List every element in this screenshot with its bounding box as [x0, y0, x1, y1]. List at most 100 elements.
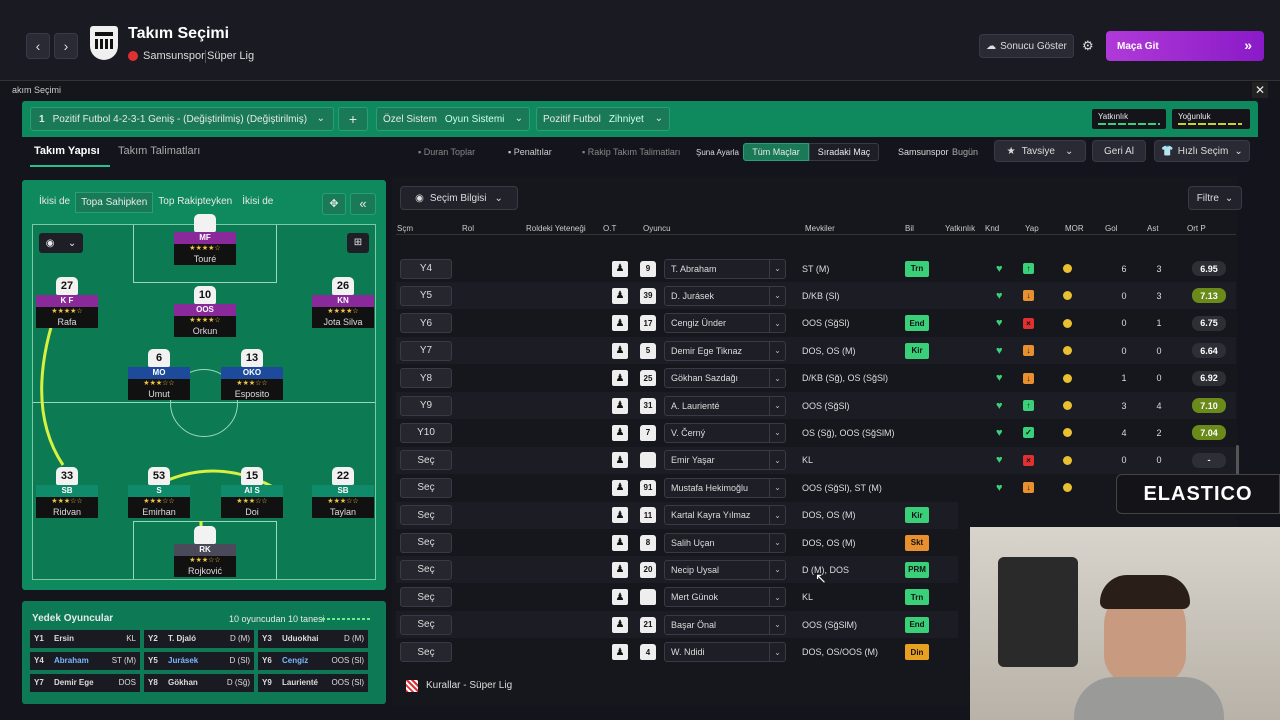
tactic-selector[interactable]: 1 Pozitif Futbol 4-2-3-1 Geniş - (Değişt…: [30, 107, 334, 131]
sub-player[interactable]: Y5 Jurásek D (Sl): [144, 652, 254, 670]
table-row[interactable]: Y6 ♟ 17 Cengiz Ünder ⌄ OOS (SğSl) End ♥ × 0 1 6.75: [396, 310, 1236, 337]
select-button[interactable]: Y4: [400, 258, 452, 279]
column-header[interactable]: MOR: [1065, 224, 1084, 233]
player-marker[interactable]: 22 SB ★★★☆☆ Taylan: [312, 467, 374, 518]
player-marker[interactable]: RK ★★★☆☆ Rojković: [174, 526, 236, 577]
select-button[interactable]: Seç: [400, 505, 452, 526]
sub-player[interactable]: Y4 Abraham ST (M): [30, 652, 140, 670]
select-button[interactable]: Y6: [400, 313, 452, 334]
forward-button[interactable]: ›: [54, 33, 78, 59]
player-marker[interactable]: 13 OKO ★★★☆☆ Esposito: [221, 349, 283, 400]
player-selector[interactable]: D. Jurásek ⌄: [664, 285, 786, 306]
person-icon[interactable]: ♟: [612, 342, 628, 359]
table-row[interactable]: Seç ♟ Emir Yaşar ⌄ KL ♥ × 0 0 -: [396, 446, 1236, 474]
collapse-icon[interactable]: «: [350, 193, 376, 215]
sub-player[interactable]: Y9 Laurienté OOS (Sl): [258, 674, 368, 692]
player-marker[interactable]: MF ★★★★☆ Touré: [174, 214, 236, 265]
person-icon[interactable]: ♟: [612, 589, 628, 606]
table-row[interactable]: Seç ♟ 91 Mustafa Hekimoğlu ⌄ OOS (SğSl), ST (…: [396, 474, 1072, 501]
table-row[interactable]: Y4 ♟ 9 T. Abraham ⌄ ST (M) Trn ♥ ↑ 6 3 6.95: [396, 255, 1236, 282]
club-name[interactable]: Samsunspor: [143, 50, 205, 62]
select-button[interactable]: Seç: [400, 587, 452, 608]
player-marker[interactable]: 6 MO ★★★☆☆ Umut: [128, 349, 190, 400]
table-row[interactable]: Y9 ♟ 31 A. Laurienté ⌄ OOS (SğSl) ♥ ↑ 3 4 7.10: [396, 392, 1236, 419]
column-header[interactable]: O.T: [603, 224, 617, 233]
close-icon[interactable]: ✕: [1252, 82, 1268, 98]
person-icon[interactable]: ♟: [612, 397, 628, 414]
player-marker[interactable]: 33 SB ★★★☆☆ Ridvan: [36, 467, 98, 518]
player-selector[interactable]: Mert Günok ⌄: [664, 587, 786, 608]
player-marker[interactable]: 53 S ★★★☆☆ Emirhan: [128, 467, 190, 518]
sub-player[interactable]: Y3 Uduokhai D (M): [258, 630, 368, 648]
player-selector[interactable]: Gökhan Sazdağı ⌄: [664, 368, 786, 389]
scrollbar[interactable]: [1236, 445, 1239, 495]
sub-player[interactable]: Y2 T. Djaló D (M): [144, 630, 254, 648]
column-header[interactable]: Oyuncu: [643, 224, 671, 233]
filter-button[interactable]: Filtre ⌄: [1188, 186, 1242, 210]
column-header[interactable]: Mevkiler: [805, 224, 835, 233]
formation-tool-icon[interactable]: ✥: [322, 193, 346, 215]
person-icon[interactable]: ♟: [612, 644, 628, 661]
person-icon[interactable]: ♟: [612, 534, 628, 551]
penalties-button[interactable]: ▪ Penaltılar: [508, 147, 552, 157]
player-marker[interactable]: 10 OOS ★★★★☆ Orkun: [174, 286, 236, 337]
player-marker[interactable]: 26 KN ★★★★☆ Jota Silva: [312, 277, 374, 328]
person-icon[interactable]: ♟: [612, 315, 628, 332]
system-selector[interactable]: Özel Sistem Oyun Sistemi ⌄: [376, 107, 530, 131]
mentality-selector[interactable]: Pozitif Futbol Zihniyet ⌄: [536, 107, 670, 131]
player-selector[interactable]: Başar Önal ⌄: [664, 614, 786, 635]
show-result-button[interactable]: ☁ Sonucu Göster: [979, 34, 1074, 58]
player-marker[interactable]: 15 AI S ★★★☆☆ Doi: [221, 467, 283, 518]
recommend-button[interactable]: ★ Tavsiye ⌄: [994, 140, 1086, 162]
opposition-instructions-button[interactable]: ▪ Rakip Takım Talimatları: [582, 147, 680, 157]
person-icon[interactable]: ♟: [612, 260, 628, 277]
column-header[interactable]: Yatkınlık: [945, 224, 976, 233]
table-row[interactable]: Seç ♟ 11 Kartal Kayra Yılmaz ⌄ DOS, OS (M) Kir…: [396, 501, 958, 529]
column-header[interactable]: Knd: [985, 224, 1000, 233]
player-selector[interactable]: Mustafa Hekimoğlu ⌄: [664, 477, 786, 498]
person-icon[interactable]: ♟: [612, 507, 628, 524]
sub-player[interactable]: Y1 Ersin KL: [30, 630, 140, 648]
column-header[interactable]: Sçm: [397, 224, 413, 233]
tab-both-2[interactable]: İkisi de: [242, 196, 274, 207]
column-header[interactable]: Ast: [1147, 224, 1159, 233]
column-header[interactable]: Roldeki Yeteneği: [526, 224, 586, 233]
gear-icon[interactable]: ⚙: [1082, 38, 1094, 53]
tab-both[interactable]: İkisi de: [39, 196, 71, 207]
person-icon[interactable]: ♟: [612, 287, 628, 304]
sub-player[interactable]: Y8 Gökhan D (Sğ): [144, 674, 254, 692]
sub-player[interactable]: Y6 Cengiz OOS (Sl): [258, 652, 368, 670]
player-selector[interactable]: Demir Ege Tiknaz ⌄: [664, 340, 786, 361]
select-button[interactable]: Y8: [400, 368, 452, 389]
person-icon[interactable]: ♟: [612, 424, 628, 441]
column-header[interactable]: Yap: [1025, 224, 1039, 233]
select-button[interactable]: Seç: [400, 614, 452, 635]
quick-pick-button[interactable]: 👕 Hızlı Seçim ⌄: [1154, 140, 1250, 162]
select-button[interactable]: Y7: [400, 340, 452, 361]
table-row[interactable]: Y8 ♟ 25 Gökhan Sazdağı ⌄ D/KB (Sğ), OS (SğSl)…: [396, 365, 1236, 392]
column-header[interactable]: Bil: [905, 224, 914, 233]
tab-out-of-possession[interactable]: Top Rakipteyken: [158, 196, 233, 207]
all-matches-toggle[interactable]: Tüm Maçlar: [743, 143, 809, 161]
table-row[interactable]: Seç♟4W. Ndidi⌄DOS, OS/OOS (M)Din♥: [396, 639, 958, 666]
column-header[interactable]: Gol: [1105, 224, 1118, 233]
tab-team-instructions[interactable]: Takım Talimatları: [118, 145, 201, 157]
undo-button[interactable]: Geri Al: [1092, 140, 1146, 162]
table-row[interactable]: Y7 ♟ 5 Demir Ege Tiknaz ⌄ DOS, OS (M) Kir ♥ ↓ 0 0 6…: [396, 337, 1236, 365]
player-selector[interactable]: Salih Uçan ⌄: [664, 532, 786, 553]
player-selector[interactable]: Kartal Kayra Yılmaz ⌄: [664, 505, 786, 526]
view-toggle[interactable]: ◉ ⌄: [39, 233, 83, 253]
player-selector[interactable]: Emir Yaşar ⌄: [664, 450, 786, 471]
player-marker[interactable]: 27 K F ★★★★☆ Rafa: [36, 277, 98, 328]
sub-player[interactable]: Y7 Demir Ege DOS: [30, 674, 140, 692]
select-button[interactable]: Seç: [400, 642, 452, 663]
tab-team-structure[interactable]: Takım Yapısı: [34, 145, 100, 157]
player-selector[interactable]: W. Ndidi ⌄: [664, 642, 786, 663]
person-icon[interactable]: ♟: [612, 452, 628, 469]
player-selector[interactable]: T. Abraham ⌄: [664, 258, 786, 279]
select-button[interactable]: Y9: [400, 395, 452, 416]
back-button[interactable]: ‹: [26, 33, 50, 59]
tab-in-possession[interactable]: Topa Sahipken: [75, 192, 154, 213]
